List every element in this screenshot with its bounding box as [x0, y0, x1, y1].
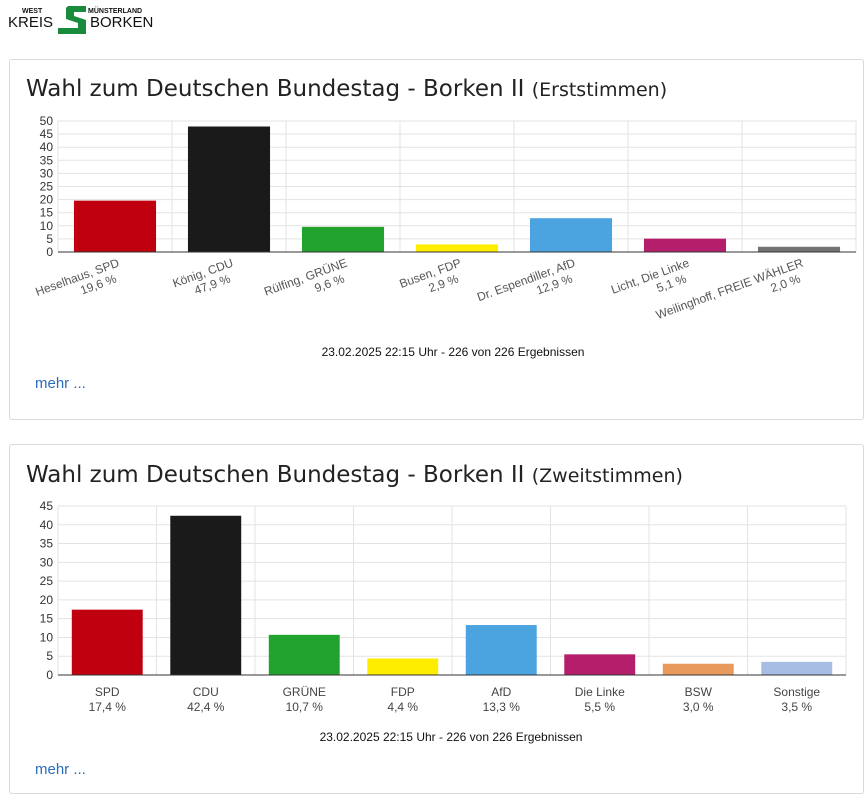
value-label: 4,4 % — [387, 700, 418, 714]
more-link[interactable]: mehr ... — [35, 761, 86, 778]
bar[interactable] — [301, 226, 385, 252]
y-tick-label: 10 — [40, 630, 54, 644]
y-tick-label: 10 — [40, 219, 54, 233]
y-tick-label: 20 — [40, 593, 54, 607]
y-tick-label: 50 — [40, 114, 54, 128]
value-label: 5,5 % — [584, 700, 615, 714]
bar[interactable] — [187, 126, 271, 252]
category-label: Sonstige — [773, 685, 820, 699]
kreis-borken-logo: WEST MÜNSTERLAND KREIS BORKEN — [8, 6, 153, 34]
category-label: GRÜNE — [283, 685, 326, 699]
category-label: FDP — [391, 685, 415, 699]
category-label: BSW — [685, 685, 713, 699]
y-tick-label: 5 — [46, 649, 53, 663]
logo-text-kreis: KREIS — [8, 14, 53, 31]
panel-title-main: Wahl zum Deutschen Bundestag - Borken II — [26, 462, 525, 488]
bar[interactable] — [757, 246, 841, 252]
value-label: 3,5 % — [781, 700, 812, 714]
erststimmen-panel: Wahl zum Deutschen Bundestag - Borken II… — [9, 59, 864, 420]
y-tick-label: 45 — [40, 127, 54, 141]
bar[interactable] — [643, 238, 727, 252]
value-label: 3,0 % — [683, 700, 714, 714]
bar[interactable] — [529, 218, 613, 252]
bar[interactable] — [268, 634, 340, 675]
y-tick-label: 5 — [46, 232, 53, 246]
category-label: AfD — [491, 685, 511, 699]
category-label: SPD — [95, 685, 120, 699]
logo-s-mark — [58, 6, 86, 34]
y-tick-label: 40 — [40, 140, 54, 154]
logo-text-west: WEST — [22, 8, 43, 15]
chart-footer: 23.02.2025 22:15 Uhr - 226 von 226 Ergeb… — [322, 345, 585, 359]
value-label: 13,3 % — [483, 700, 521, 714]
logo-text-muensterland: MÜNSTERLAND — [88, 6, 142, 15]
y-tick-label: 20 — [40, 193, 54, 207]
y-tick-label: 0 — [46, 245, 53, 259]
bar[interactable] — [564, 654, 636, 675]
panel-title: Wahl zum Deutschen Bundestag - Borken II… — [26, 76, 667, 102]
bar[interactable] — [761, 661, 833, 675]
more-link[interactable]: mehr ... — [35, 375, 86, 392]
bar[interactable] — [367, 658, 439, 675]
bar[interactable] — [465, 625, 537, 675]
logo-text-borken: BORKEN — [90, 14, 153, 31]
panel-title-sub: (Erststimmen) — [531, 79, 668, 101]
y-tick-label: 0 — [46, 668, 53, 682]
y-tick-label: 25 — [40, 574, 54, 588]
bar[interactable] — [73, 200, 157, 252]
chart-footer: 23.02.2025 22:15 Uhr - 226 von 226 Ergeb… — [320, 730, 583, 744]
panel-title-main: Wahl zum Deutschen Bundestag - Borken II — [26, 76, 525, 102]
y-tick-label: 30 — [40, 166, 54, 180]
bar[interactable] — [415, 244, 499, 252]
value-label: 17,4 % — [89, 700, 127, 714]
category-label: Die Linke — [575, 685, 625, 699]
panel-title: Wahl zum Deutschen Bundestag - Borken II… — [26, 462, 683, 488]
value-label: 10,7 % — [286, 700, 324, 714]
y-tick-label: 15 — [40, 206, 54, 220]
y-tick-label: 30 — [40, 555, 54, 569]
bar[interactable] — [170, 515, 242, 675]
y-tick-label: 25 — [40, 180, 54, 194]
y-tick-label: 35 — [40, 537, 54, 551]
value-label: 42,4 % — [187, 700, 225, 714]
panel-title-sub: (Zweitstimmen) — [531, 465, 683, 487]
y-tick-label: 40 — [40, 518, 54, 532]
y-tick-label: 35 — [40, 153, 54, 167]
y-tick-label: 45 — [40, 499, 54, 513]
bar[interactable] — [662, 663, 734, 675]
category-label: CDU — [193, 685, 219, 699]
y-tick-label: 15 — [40, 612, 54, 626]
zweitstimmen-panel: Wahl zum Deutschen Bundestag - Borken II… — [9, 444, 864, 794]
bar[interactable] — [71, 609, 143, 675]
